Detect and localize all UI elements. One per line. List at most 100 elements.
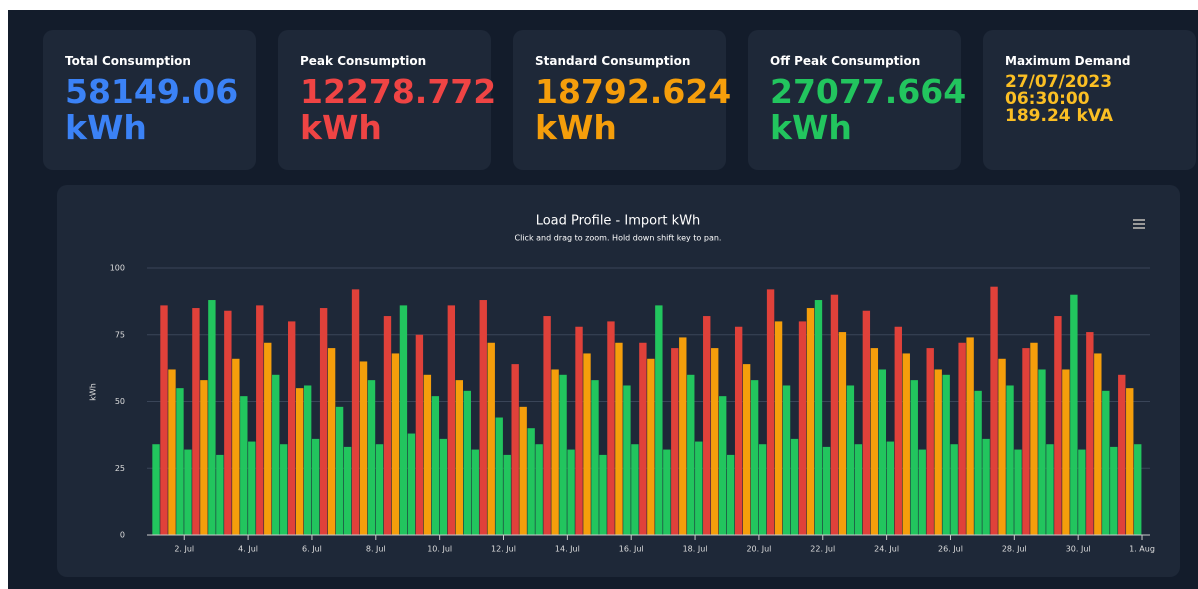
bar xyxy=(687,374,695,535)
bar xyxy=(719,396,727,535)
bar xyxy=(463,390,471,535)
bar xyxy=(479,300,487,535)
y-tick-label: 100 xyxy=(110,264,125,273)
card-unit: kWh xyxy=(300,108,382,147)
card-title: Peak Consumption xyxy=(300,54,427,68)
bar xyxy=(367,380,376,535)
bar xyxy=(1118,374,1126,535)
x-tick-label: 2. Jul xyxy=(174,545,194,554)
bar xyxy=(216,454,224,535)
bar xyxy=(615,342,623,535)
bar xyxy=(806,308,815,535)
card-unit: kWh xyxy=(65,108,147,147)
bar xyxy=(974,390,982,535)
stat-card: Peak Consumption 12278.772 kWh xyxy=(278,30,497,170)
bar xyxy=(862,310,871,535)
y-tick-label: 50 xyxy=(115,397,125,406)
bar xyxy=(208,300,216,535)
bar xyxy=(256,305,264,535)
card-value: 12278.772 xyxy=(300,72,497,111)
bar xyxy=(838,332,847,535)
x-tick-label: 12. Jul xyxy=(491,545,516,554)
bar xyxy=(295,388,304,535)
bar xyxy=(902,353,910,535)
bar xyxy=(942,374,950,535)
chart-panel: Load Profile - Import kWh Click and drag… xyxy=(57,185,1180,577)
y-tick-label: 25 xyxy=(115,464,125,473)
x-tick-label: 20. Jul xyxy=(746,545,771,554)
bar xyxy=(695,441,703,535)
bar xyxy=(375,444,384,535)
bar xyxy=(679,337,687,535)
bar xyxy=(272,374,280,535)
bar xyxy=(447,305,456,535)
bar xyxy=(415,334,424,535)
bar xyxy=(599,454,607,535)
bar xyxy=(846,385,855,535)
bar xyxy=(487,342,495,535)
bar xyxy=(1078,449,1086,535)
x-tick-label: 4. Jul xyxy=(238,545,258,554)
x-tick-label: 10. Jul xyxy=(427,545,452,554)
bar xyxy=(790,438,799,535)
bar xyxy=(200,380,208,535)
x-tick-label: 18. Jul xyxy=(683,545,708,554)
bar xyxy=(319,308,328,535)
bar xyxy=(878,369,887,535)
bar xyxy=(311,438,320,535)
demand-time: 06:30:00 xyxy=(1005,89,1090,109)
bar xyxy=(1046,444,1054,535)
bar xyxy=(990,286,998,535)
bar xyxy=(822,446,831,535)
bar xyxy=(623,385,631,535)
bar xyxy=(958,342,966,535)
bar xyxy=(886,441,894,535)
bar xyxy=(734,326,743,535)
bar xyxy=(280,444,288,535)
card-title: Standard Consumption xyxy=(535,54,691,68)
bar xyxy=(782,385,791,535)
bar xyxy=(663,449,671,535)
bar xyxy=(567,449,575,535)
bar xyxy=(168,369,176,535)
demand-date: 27/07/2023 xyxy=(1005,72,1113,92)
bar xyxy=(1086,332,1094,535)
bar xyxy=(1038,369,1046,535)
x-tick-label: 14. Jul xyxy=(555,545,580,554)
x-tick-label: 1. Aug xyxy=(1129,545,1155,554)
bar xyxy=(399,305,408,535)
bar xyxy=(798,321,807,535)
bar xyxy=(176,388,184,535)
bar xyxy=(742,364,751,535)
bar xyxy=(1030,342,1038,535)
bar xyxy=(703,316,711,535)
bar xyxy=(288,321,296,535)
bar xyxy=(407,433,416,535)
chart-subtitle: Click and drag to zoom. Hold down shift … xyxy=(515,234,722,243)
bar xyxy=(359,361,368,535)
chart-title: Load Profile - Import kWh xyxy=(536,214,701,229)
x-tick-label: 16. Jul xyxy=(619,545,644,554)
bar xyxy=(926,348,934,535)
bar xyxy=(535,444,543,535)
stat-card: Standard Consumption 18792.624 kWh xyxy=(513,30,731,170)
bar xyxy=(559,374,567,535)
bar xyxy=(439,438,448,535)
bar xyxy=(607,321,615,535)
bar xyxy=(232,358,240,535)
card-title: Maximum Demand xyxy=(1005,54,1131,68)
bar xyxy=(248,441,256,535)
bar xyxy=(591,380,599,535)
bar xyxy=(551,369,559,535)
bar xyxy=(543,316,551,535)
bar xyxy=(431,396,440,535)
bar xyxy=(519,406,527,535)
dashboard: Total Consumption 58149.06 kWh Peak Consump… xyxy=(8,10,1198,589)
bar xyxy=(343,446,352,535)
bar xyxy=(910,380,918,535)
bar xyxy=(950,444,958,535)
bar xyxy=(383,316,392,535)
bar xyxy=(934,369,942,535)
menu-icon[interactable] xyxy=(1133,219,1145,229)
bar xyxy=(671,348,679,535)
